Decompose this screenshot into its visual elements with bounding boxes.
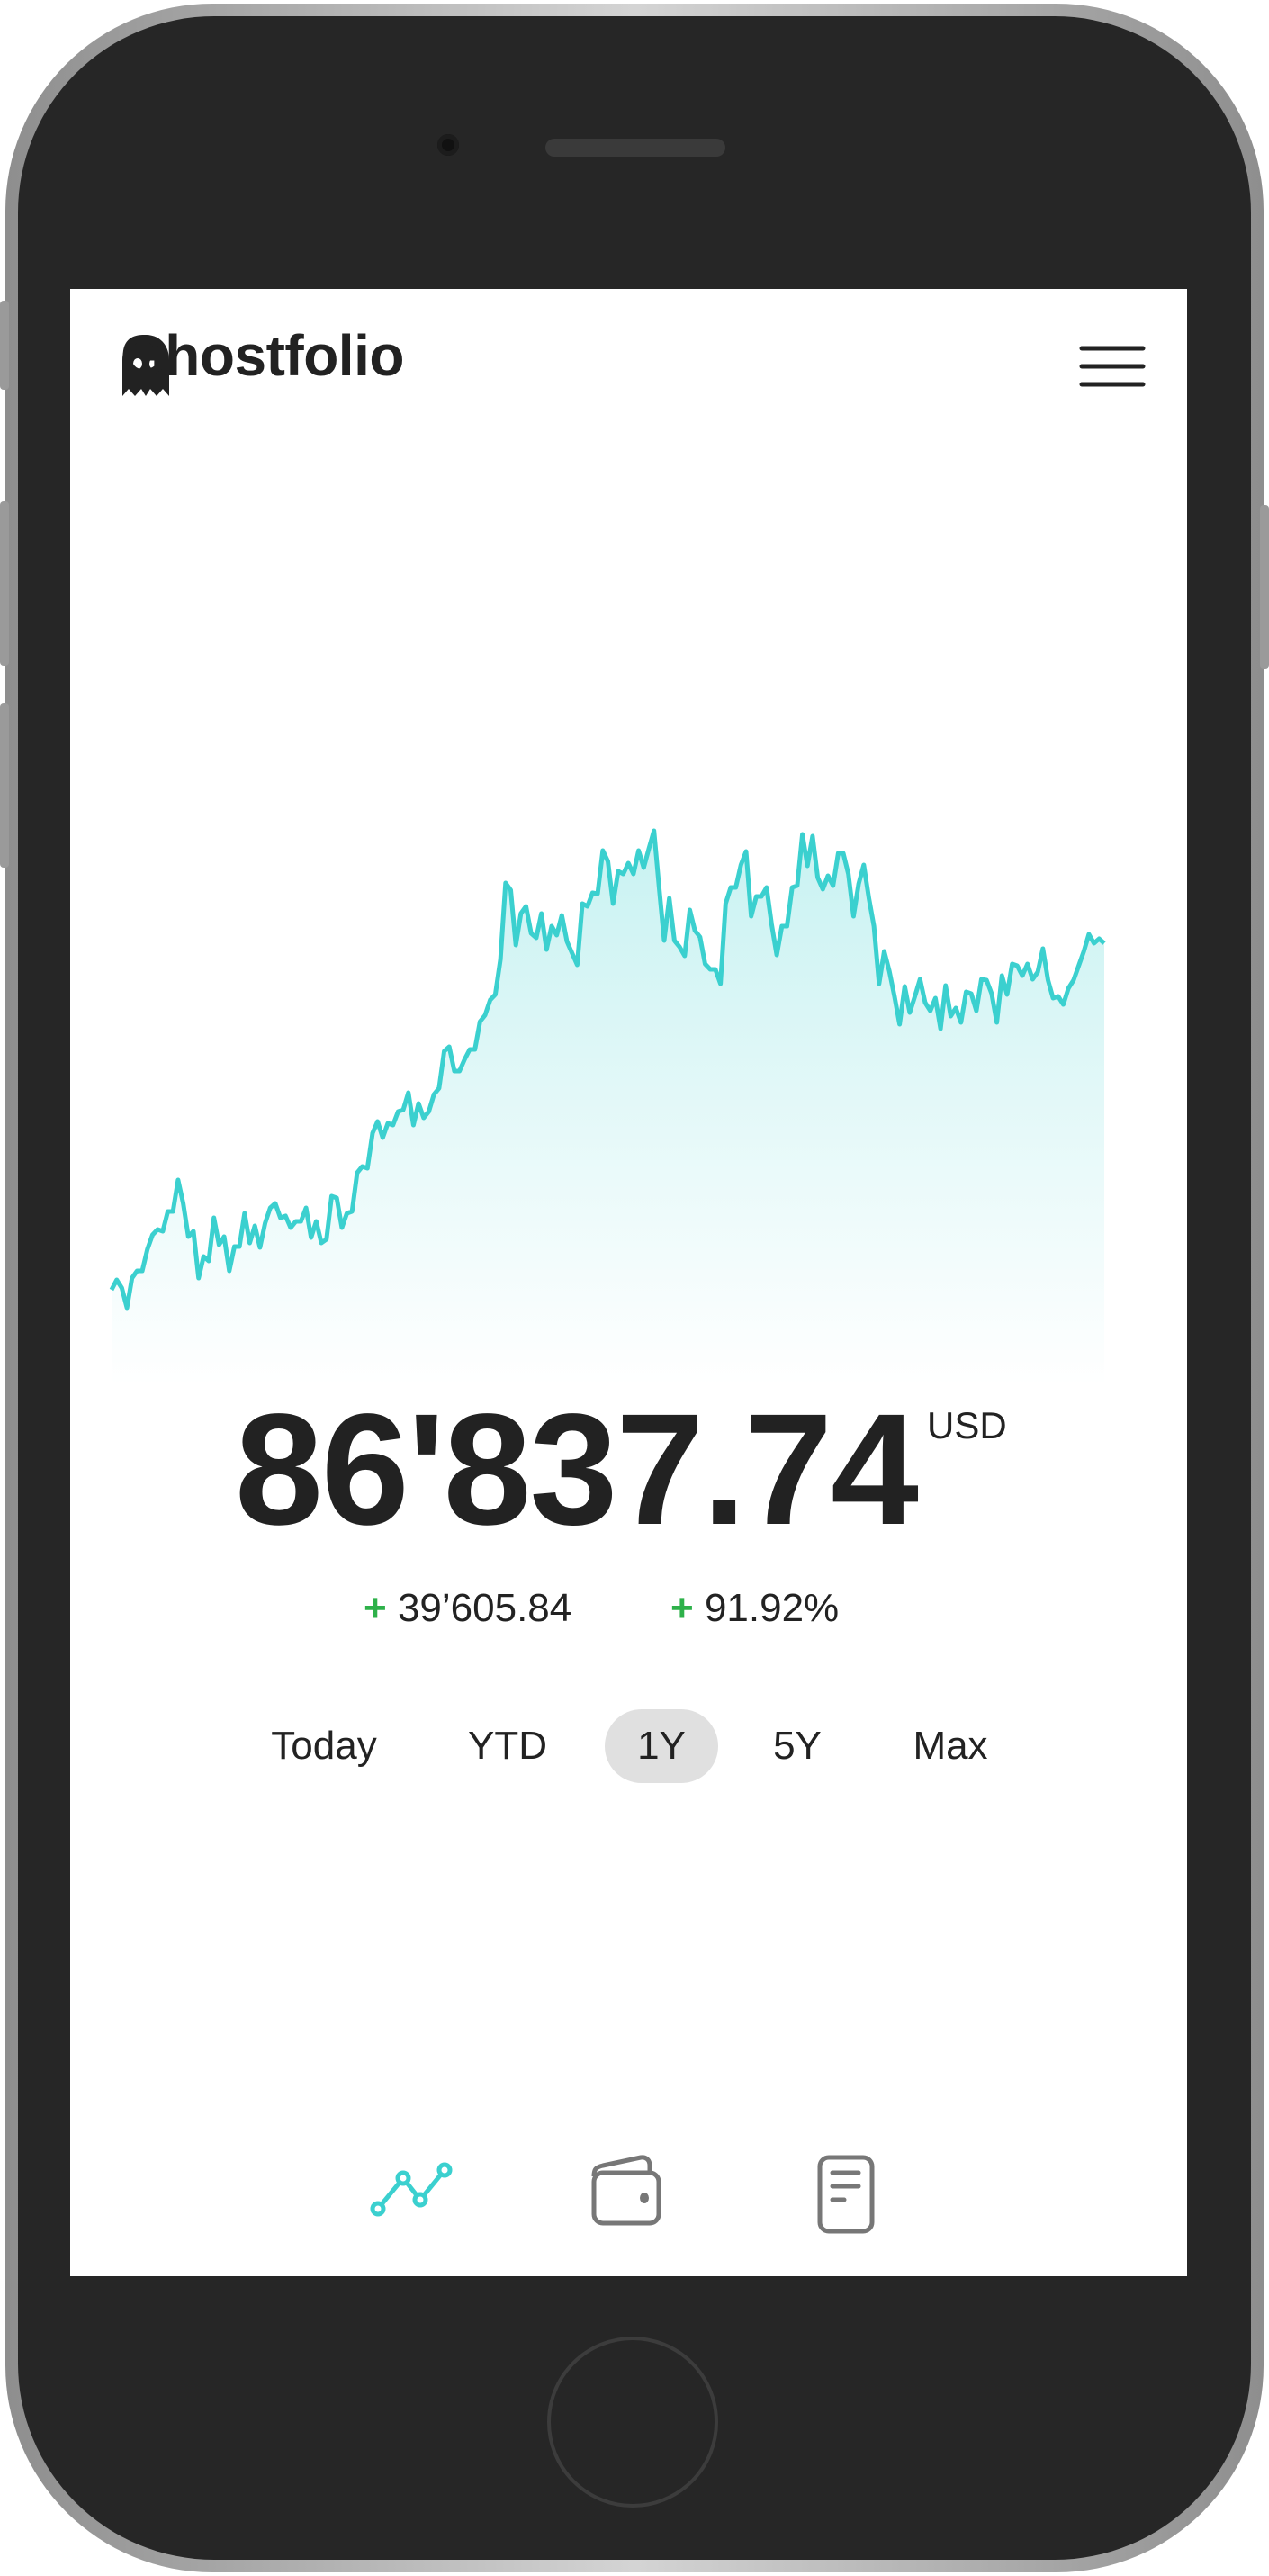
performance-chart <box>109 828 1106 1386</box>
home-button[interactable] <box>547 2337 718 2508</box>
tab-5y[interactable]: 5Y <box>773 1724 822 1768</box>
tab-today[interactable]: Today <box>271 1724 377 1768</box>
portfolio-value: 86'837.74 <box>235 1382 919 1558</box>
line-chart-icon[interactable] <box>367 2158 457 2221</box>
tab-1y[interactable]: 1Y <box>637 1724 686 1768</box>
chart-area-fill <box>112 831 1104 1386</box>
plus-sign: + <box>364 1586 387 1630</box>
mute-switch <box>0 301 9 390</box>
change-absolute-value: 39’605.84 <box>397 1586 572 1630</box>
document-icon[interactable] <box>815 2153 878 2234</box>
volume-up-button <box>0 501 9 666</box>
hamburger-menu-icon[interactable] <box>1078 344 1147 389</box>
front-camera <box>437 134 459 156</box>
tab-max[interactable]: Max <box>913 1724 988 1768</box>
earpiece-speaker <box>545 139 725 157</box>
chart-line <box>109 828 1106 1311</box>
change-percent-value: 91.92% <box>704 1586 840 1630</box>
power-button <box>1260 505 1269 669</box>
wallet-icon[interactable] <box>587 2155 668 2227</box>
tab-ytd[interactable]: YTD <box>468 1724 547 1768</box>
selected-tab-highlight <box>605 1709 718 1783</box>
plus-sign: + <box>670 1586 694 1630</box>
ghost-icon <box>122 335 169 396</box>
app-title: Ghostfolio <box>121 323 404 388</box>
change-absolute: + 39’605.84 <box>364 1586 572 1631</box>
change-percent: + 91.92% <box>670 1586 839 1631</box>
currency-label: USD <box>927 1404 1007 1446</box>
volume-down-button <box>0 703 9 868</box>
